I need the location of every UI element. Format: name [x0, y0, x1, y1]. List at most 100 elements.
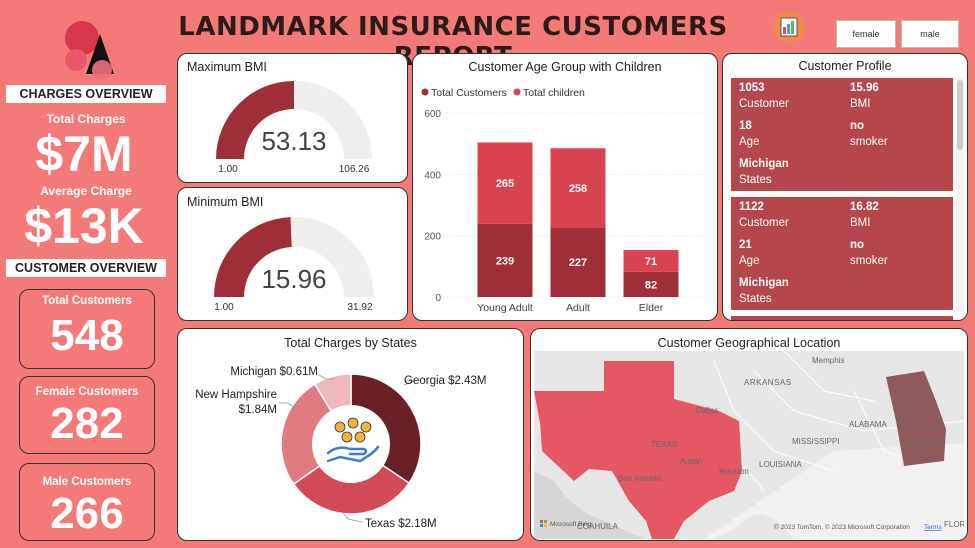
male-customers-label: Male Customers: [42, 476, 132, 488]
y-tick-label: 0: [435, 293, 441, 304]
map-place-louisiana: LOUISIANA: [759, 460, 802, 469]
texas-west-region[interactable]: [534, 391, 604, 423]
age-group-title: Customer Age Group with Children: [468, 60, 662, 74]
y-tick-label: 400: [424, 170, 441, 181]
max-bmi-title: Maximum BMI: [187, 60, 267, 74]
bar-elder-1[interactable]: [623, 250, 679, 272]
map-place-flor: FLOR: [944, 520, 964, 529]
profile-2-customer-label: Customer: [739, 217, 789, 229]
charges-donut-chart: Georgia $2.43M Texas $2.18M New Hampshir…: [195, 366, 486, 530]
x-tick-label: Elder: [639, 302, 664, 314]
profile-2-state-value: Michigan: [739, 277, 789, 289]
min-bmi-title: Minimum BMI: [187, 195, 264, 209]
max-bmi-fill: [216, 81, 294, 159]
female-customers-label: Female Customers: [35, 386, 139, 398]
min-bmi-fill: [214, 217, 292, 297]
bar-data-label: 258: [569, 183, 587, 195]
max-bmi-value: 53.13: [261, 126, 326, 156]
female-customers-card: [19, 376, 155, 454]
min-bmi-card[interactable]: Minimum BMI 15.96 1.00 31.92: [177, 187, 408, 321]
texas-label: Texas $2.18M: [365, 518, 437, 530]
legend-label-0: Total Customers: [431, 87, 507, 99]
bar-data-label: 227: [569, 257, 587, 269]
legend-label-1: Total children: [523, 87, 585, 99]
max-bmi-gauge: 53.13 1.00 106.26: [216, 81, 372, 175]
bar-data-label: 71: [645, 256, 657, 268]
microsoft-bing-logo: Microsoft Bing: [540, 520, 592, 528]
map-place-houston: Houston: [719, 467, 749, 476]
profile-1-smoker-value: no: [850, 120, 865, 132]
map-place-georgia: GEORGIA: [906, 438, 944, 447]
profile-2-age-label: Age: [739, 255, 760, 267]
bar-data-label: 265: [496, 178, 514, 190]
legend-marker-1: [513, 88, 521, 96]
max-bmi-min: 1.00: [218, 164, 238, 175]
male-slicer-button[interactable]: male: [901, 20, 959, 48]
bar-young-adult-1[interactable]: [477, 142, 533, 224]
min-bmi-min: 1.00: [214, 302, 234, 313]
map-place-alabama: ALABAMA: [849, 420, 887, 429]
profile-1-bmi-label: BMI: [850, 98, 871, 110]
average-charge-label: Average Charge: [40, 184, 132, 198]
map-credits: © 2023 TomTom, © 2023 Microsoft Corporat…: [774, 523, 910, 531]
profile-scrollbar[interactable]: [956, 78, 964, 312]
bar-data-label: 82: [645, 279, 657, 291]
georgia-label: Georgia $2.43M: [404, 375, 486, 387]
age-group-card[interactable]: Customer Age Group with Children Total C…: [412, 53, 718, 321]
map-terms-link[interactable]: Terms: [924, 524, 942, 531]
profile-card-3-edge: [731, 316, 953, 320]
map-place-coahuila: COAHUILA: [577, 522, 619, 531]
charges-by-state-card[interactable]: Total Charges by States Georgia $2.43M T…: [177, 328, 524, 541]
customer-profile-card[interactable]: Customer Profile 1053 Customer 15.96 BMI…: [722, 53, 968, 321]
bar-elder-0[interactable]: [623, 271, 679, 297]
total-charges-value: $7M: [35, 126, 133, 182]
profile-2-customer-value: 1122: [739, 201, 764, 213]
max-bmi-card[interactable]: Maximum BMI 53.13 1.00 106.26: [177, 53, 408, 183]
profile-card-1[interactable]: 1053 Customer 15.96 BMI 18 Age no smoker…: [731, 78, 953, 191]
bar-adult-0[interactable]: [550, 227, 606, 297]
profile-1-state-value: Michigan: [739, 158, 789, 170]
profile-2-bmi-label: BMI: [850, 217, 871, 229]
profile-scroll-thumb[interactable]: [957, 80, 963, 150]
texas-region[interactable]: [540, 361, 742, 539]
female-customers-value: 282: [50, 399, 124, 448]
map-place-memphis: Memphis: [812, 356, 844, 365]
map-canvas[interactable]: Memphis ARKANSAS Dallas TEXAS Austin San…: [534, 351, 964, 539]
profile-1-customer-value: 1053: [739, 82, 765, 94]
min-bmi-gauge: 15.96 1.00 31.92: [214, 217, 374, 313]
profile-2-bmi-value: 16.82: [850, 201, 879, 213]
total-customers-value: 548: [50, 311, 124, 360]
profile-1-state-label: States: [739, 174, 772, 186]
geo-location-card[interactable]: Customer Geographical Location Memphis A…: [530, 328, 968, 541]
geo-location-title: Customer Geographical Location: [657, 336, 841, 350]
max-bmi-max: 106.26: [339, 164, 370, 175]
min-bmi-max: 31.92: [347, 302, 372, 313]
female-slicer-button[interactable]: female: [836, 20, 896, 48]
georgia-region[interactable]: [886, 371, 946, 466]
y-tick-label: 200: [424, 232, 441, 243]
profile-1-smoker-label: smoker: [850, 136, 888, 148]
male-customers-card: [19, 463, 155, 541]
map-place-austin: Austin: [680, 457, 702, 466]
total-customers-label: Total Customers: [42, 295, 132, 307]
profile-1-customer-label: Customer: [739, 98, 789, 110]
average-charge-value: $13K: [24, 198, 144, 254]
company-logo: [60, 16, 122, 86]
new-hampshire-label-line2: $1.84M: [239, 404, 277, 416]
map-place-dallas: Dallas: [696, 406, 718, 415]
michigan-label: Michigan $0.61M: [230, 366, 318, 378]
bar-adult-1[interactable]: [550, 148, 606, 228]
legend-marker-0: [421, 88, 429, 96]
map-place-texas: TEXAS: [651, 440, 677, 449]
profile-1-age-label: Age: [739, 136, 760, 148]
total-charges-label: Total Charges: [46, 112, 126, 126]
money-hand-icon: [326, 417, 380, 463]
x-tick-label: Adult: [566, 302, 590, 314]
profile-2-smoker-label: smoker: [850, 255, 888, 267]
customer-overview-label: CUSTOMER OVERVIEW: [6, 259, 166, 277]
bing-text: Microsoft Bing: [550, 521, 592, 528]
profile-card-2[interactable]: 1122 Customer 16.82 BMI 21 Age no smoker…: [731, 197, 953, 310]
bar-young-adult-0[interactable]: [477, 223, 533, 297]
min-bmi-value: 15.96: [261, 264, 326, 294]
charges-by-state-title: Total Charges by States: [284, 336, 417, 350]
